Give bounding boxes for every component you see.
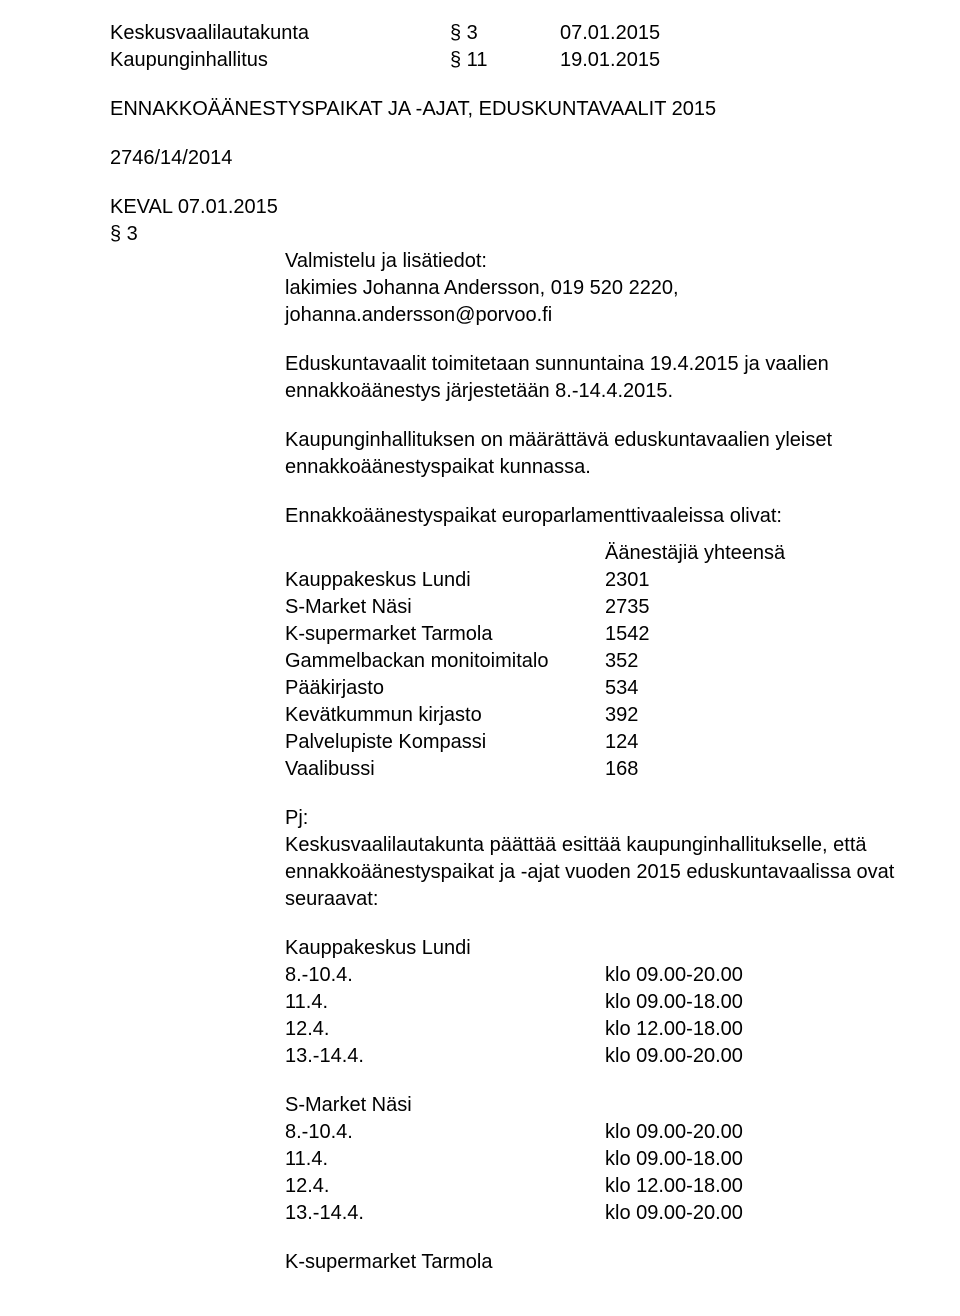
paragraph: Kaupunginhallituksen on määrättävä edusk…: [285, 427, 900, 481]
keval-line: KEVAL 07.01.2015 § 3: [110, 194, 900, 248]
schedule-block: 8.-10.4. klo 09.00-20.00 11.4. klo 09.00…: [285, 962, 900, 1070]
voters-row: Gammelbackan monitoimitalo 352: [285, 648, 900, 675]
voters-count: 2735: [605, 594, 805, 621]
voters-row: Palvelupiste Kompassi 124: [285, 729, 900, 756]
voters-count: 392: [605, 702, 805, 729]
schedule-row: 12.4. klo 12.00-18.00: [285, 1016, 900, 1043]
header-org: Kaupunginhallitus: [110, 47, 450, 74]
voters-name: Vaalibussi: [285, 756, 605, 783]
voters-name: Pääkirjasto: [285, 675, 605, 702]
keval-contact: lakimies Johanna Andersson, 019 520 2220…: [285, 275, 900, 329]
schedule-dates: 11.4.: [285, 989, 605, 1016]
schedule-row: 11.4. klo 09.00-18.00: [285, 989, 900, 1016]
schedule-time: klo 09.00-20.00: [605, 1200, 855, 1227]
document-page: Keskusvaalilautakunta § 3 07.01.2015 Kau…: [0, 0, 960, 1316]
schedule-time: klo 09.00-20.00: [605, 962, 855, 989]
voters-table: Äänestäjiä yhteensä Kauppakeskus Lundi 2…: [285, 540, 900, 783]
keval-block: KEVAL 07.01.2015 § 3 Valmistelu ja lisät…: [110, 194, 900, 329]
voters-row: Vaalibussi 168: [285, 756, 900, 783]
voters-row: S-Market Näsi 2735: [285, 594, 900, 621]
keval-label: KEVAL 07.01.2015 § 3: [110, 194, 285, 248]
header-date: 19.01.2015: [560, 47, 760, 74]
voters-row: K-supermarket Tarmola 1542: [285, 621, 900, 648]
schedule-title: K-supermarket Tarmola: [285, 1249, 900, 1276]
schedule-time: klo 12.00-18.00: [605, 1016, 855, 1043]
paragraph: Eduskuntavaalit toimitetaan sunnuntaina …: [285, 351, 900, 405]
case-number: 2746/14/2014: [110, 145, 900, 172]
schedule-dates: 11.4.: [285, 1146, 605, 1173]
schedule-row: 8.-10.4. klo 09.00-20.00: [285, 962, 900, 989]
voters-header-empty: [285, 540, 605, 567]
voters-count: 352: [605, 648, 805, 675]
voters-name: S-Market Näsi: [285, 594, 605, 621]
schedule-row: 8.-10.4. klo 09.00-20.00: [285, 1119, 900, 1146]
keval-prep: Valmistelu ja lisätiedot:: [285, 248, 900, 275]
schedule-dates: 13.-14.4.: [285, 1200, 605, 1227]
voters-count: 124: [605, 729, 805, 756]
schedule-title: Kauppakeskus Lundi: [285, 935, 900, 962]
voters-name: Kauppakeskus Lundi: [285, 567, 605, 594]
header-org: Keskusvaalilautakunta: [110, 20, 450, 47]
voters-name: K-supermarket Tarmola: [285, 621, 605, 648]
voters-count: 168: [605, 756, 805, 783]
voters-row: Pääkirjasto 534: [285, 675, 900, 702]
schedule-dates: 12.4.: [285, 1016, 605, 1043]
header-block: Keskusvaalilautakunta § 3 07.01.2015 Kau…: [110, 20, 900, 74]
voters-name: Kevätkummun kirjasto: [285, 702, 605, 729]
voters-row: Kevätkummun kirjasto 392: [285, 702, 900, 729]
schedule-dates: 8.-10.4.: [285, 1119, 605, 1146]
pj-block: Pj: Keskusvaalilautakunta päättää esittä…: [285, 805, 900, 913]
schedule-time: klo 09.00-18.00: [605, 989, 855, 1016]
schedule-dates: 12.4.: [285, 1173, 605, 1200]
schedule-title: S-Market Näsi: [285, 1092, 900, 1119]
voters-header-row: Äänestäjiä yhteensä: [285, 540, 900, 567]
voters-count: 534: [605, 675, 805, 702]
voters-name: Palvelupiste Kompassi: [285, 729, 605, 756]
voters-header-label: Äänestäjiä yhteensä: [605, 540, 805, 567]
schedule-time: klo 09.00-18.00: [605, 1146, 855, 1173]
voters-row: Kauppakeskus Lundi 2301: [285, 567, 900, 594]
pj-text: Keskusvaalilautakunta päättää esittää ka…: [285, 832, 900, 913]
paragraph: Ennakkoäänestyspaikat europarlamenttivaa…: [285, 503, 900, 530]
schedule-row: 12.4. klo 12.00-18.00: [285, 1173, 900, 1200]
schedule-row: 13.-14.4. klo 09.00-20.00: [285, 1200, 900, 1227]
schedule-row: 11.4. klo 09.00-18.00: [285, 1146, 900, 1173]
voters-count: 2301: [605, 567, 805, 594]
header-date: 07.01.2015: [560, 20, 760, 47]
header-row: Keskusvaalilautakunta § 3 07.01.2015: [110, 20, 900, 47]
schedule-time: klo 12.00-18.00: [605, 1173, 855, 1200]
voters-count: 1542: [605, 621, 805, 648]
schedule-block: 8.-10.4. klo 09.00-20.00 11.4. klo 09.00…: [285, 1119, 900, 1227]
document-title: ENNAKKOÄÄNESTYSPAIKAT JA -AJAT, EDUSKUNT…: [110, 96, 900, 123]
schedule-time: klo 09.00-20.00: [605, 1119, 855, 1146]
header-section: § 11: [450, 47, 560, 74]
pj-label: Pj:: [285, 805, 900, 832]
schedule-dates: 8.-10.4.: [285, 962, 605, 989]
schedule-dates: 13.-14.4.: [285, 1043, 605, 1070]
header-section: § 3: [450, 20, 560, 47]
voters-name: Gammelbackan monitoimitalo: [285, 648, 605, 675]
schedule-time: klo 09.00-20.00: [605, 1043, 855, 1070]
header-row: Kaupunginhallitus § 11 19.01.2015: [110, 47, 900, 74]
schedule-row: 13.-14.4. klo 09.00-20.00: [285, 1043, 900, 1070]
